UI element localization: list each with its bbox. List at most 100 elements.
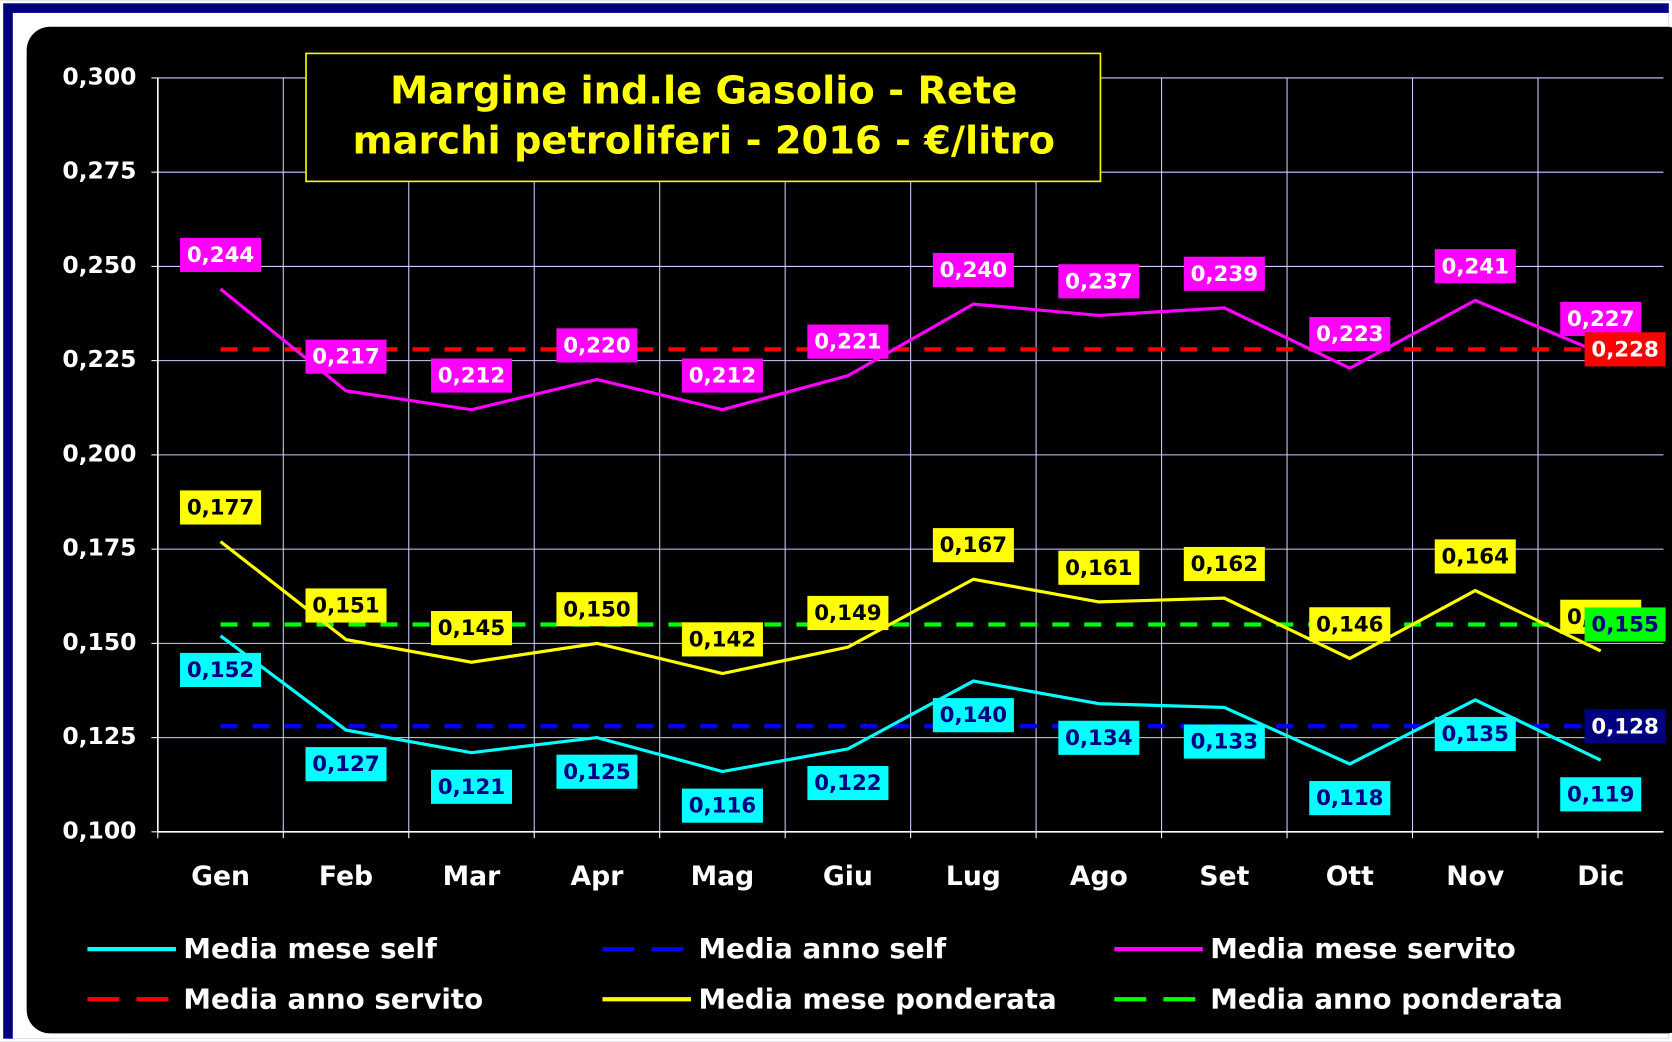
- data-label-box: [1560, 777, 1642, 812]
- data-label: 0,152: [187, 658, 254, 683]
- data-label-box: [807, 595, 889, 631]
- data-label: 0,122: [814, 771, 881, 796]
- data-label: 0,212: [438, 364, 505, 389]
- data-label: 0,217: [312, 345, 379, 370]
- average-label: 0,128: [1591, 714, 1658, 739]
- y-tick-label: 0,175: [62, 534, 136, 562]
- data-label: 0,237: [1065, 269, 1132, 294]
- data-label-box: [932, 698, 1014, 733]
- title-box: [305, 52, 1102, 183]
- x-tick-label: Gen: [191, 861, 250, 892]
- x-tick-label: Mag: [691, 861, 755, 892]
- data-label-box: [180, 490, 262, 525]
- data-label: 0,177: [187, 496, 254, 521]
- data-label: 0,220: [563, 333, 630, 358]
- legend-label: Media mese self: [183, 932, 438, 965]
- y-tick-label: 0,300: [62, 62, 136, 90]
- data-label: 0,241: [1442, 254, 1509, 279]
- legend-label: Media anno ponderata: [1210, 982, 1563, 1015]
- average-label: 0,228: [1591, 337, 1658, 362]
- data-label-box: [932, 252, 1014, 288]
- y-tick-label: 0,275: [62, 157, 136, 185]
- data-label-box: [932, 528, 1014, 563]
- data-label-box: [1058, 720, 1140, 755]
- x-tick-label: Dic: [1577, 861, 1624, 892]
- data-label-box: [430, 358, 513, 393]
- data-label-box: [1183, 724, 1265, 759]
- x-tick-label: Nov: [1446, 861, 1504, 892]
- data-label-box: [180, 237, 262, 272]
- data-label-box: [305, 339, 387, 374]
- data-label: 0,227: [1567, 307, 1634, 332]
- data-label-box: [807, 765, 889, 801]
- data-label: 0,149: [814, 601, 881, 626]
- data-label-box: [681, 358, 763, 393]
- average-label: 0,155: [1591, 613, 1658, 638]
- x-tick-label: Feb: [319, 861, 373, 892]
- data-label-box: [430, 611, 513, 646]
- y-tick-label: 0,100: [62, 816, 136, 844]
- data-label-box: [1309, 781, 1391, 816]
- x-tick-label: Mar: [443, 861, 501, 892]
- data-label-box: [1434, 539, 1516, 574]
- data-label-box: [1183, 546, 1265, 582]
- x-tick-label: Ago: [1070, 861, 1128, 892]
- data-label-box: [556, 754, 638, 789]
- data-label: 0,244: [187, 243, 254, 268]
- data-label-box: [681, 622, 763, 657]
- average-label-box: [1584, 332, 1666, 367]
- x-tick-label: Lug: [946, 861, 1001, 892]
- data-label-box: [681, 788, 763, 823]
- data-label-box: [807, 324, 889, 359]
- chart-title: marchi petroliferi - 2016 - €/litro: [353, 118, 1055, 163]
- data-label-box: [1183, 256, 1265, 291]
- series-line: [219, 287, 1602, 412]
- data-label-box: [556, 592, 638, 627]
- data-label-box: [305, 588, 387, 623]
- x-tick-label: Set: [1199, 861, 1249, 892]
- legend-label: Media anno self: [698, 932, 947, 965]
- data-label: 0,212: [689, 364, 756, 389]
- data-label: 0,145: [438, 616, 505, 641]
- data-label: 0,127: [312, 752, 379, 777]
- legend-label: Media anno servito: [183, 982, 483, 1015]
- series-line: [219, 634, 1602, 774]
- data-label: 0,134: [1065, 726, 1132, 751]
- data-label: 0,240: [940, 258, 1007, 283]
- average-label-box: [1584, 709, 1666, 744]
- data-label: 0,121: [438, 775, 505, 800]
- data-label: 0,164: [1442, 545, 1509, 570]
- chart-title: Margine ind.le Gasolio - Rete: [390, 68, 1017, 113]
- data-label-box: [1434, 716, 1516, 752]
- y-tick-label: 0,225: [62, 345, 136, 373]
- data-label: 0,135: [1442, 722, 1509, 747]
- data-label: 0,151: [312, 594, 379, 619]
- legend-label: Media mese ponderata: [698, 982, 1056, 1015]
- data-label-box: [1309, 317, 1391, 352]
- y-tick-label: 0,125: [62, 722, 136, 750]
- average-label-box: [1584, 607, 1666, 642]
- data-label-box: [1309, 607, 1391, 642]
- data-label: 0,221: [814, 330, 881, 355]
- data-label: 0,118: [1316, 786, 1383, 811]
- data-label-box: [1058, 264, 1140, 299]
- data-label: 0,161: [1065, 556, 1132, 581]
- data-label: 0,167: [940, 533, 1007, 558]
- data-label: 0,142: [689, 627, 756, 652]
- data-label-box: [305, 747, 387, 782]
- data-label: 0,125: [563, 760, 630, 785]
- data-label: 0,133: [1191, 730, 1258, 755]
- data-label: 0,162: [1191, 552, 1258, 577]
- x-tick-label: Apr: [571, 861, 625, 892]
- data-label: 0,146: [1316, 612, 1383, 637]
- data-label: 0,239: [1191, 262, 1258, 287]
- y-tick-label: 0,250: [62, 251, 136, 279]
- data-label: 0,140: [940, 703, 1007, 728]
- legend-label: Media mese servito: [1210, 932, 1516, 965]
- data-label-box: [430, 769, 513, 804]
- data-label: 0,116: [689, 794, 756, 819]
- data-label: 0,150: [563, 597, 630, 622]
- series-line: [219, 540, 1602, 676]
- y-tick-label: 0,200: [62, 439, 136, 467]
